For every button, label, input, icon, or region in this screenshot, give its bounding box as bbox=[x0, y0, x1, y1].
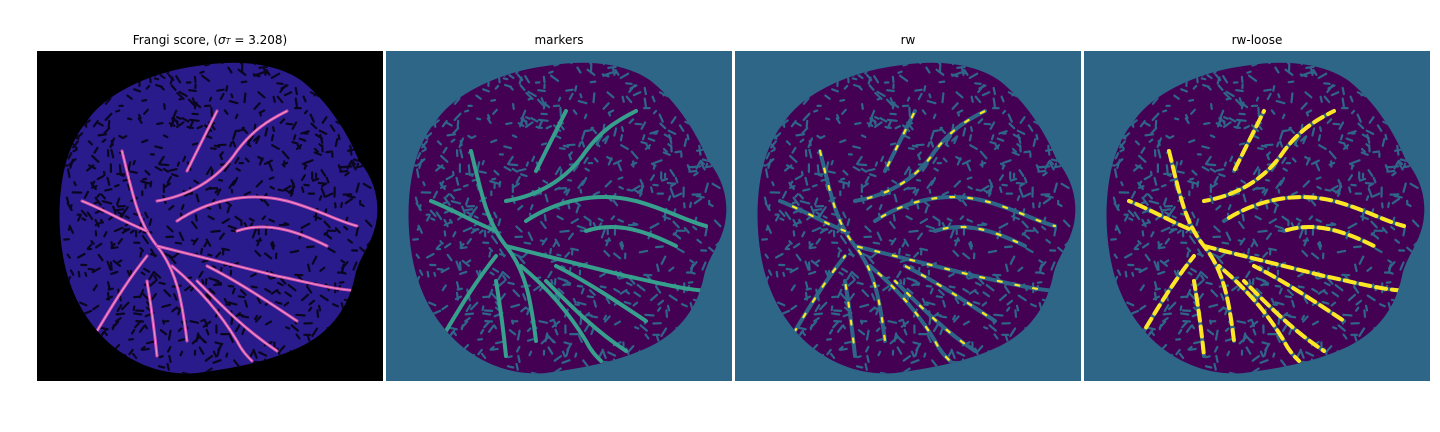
frangi-image bbox=[37, 51, 383, 381]
panel-title-rw: rw bbox=[735, 33, 1081, 47]
frangi-svg bbox=[37, 51, 383, 381]
panel-title-markers: markers bbox=[386, 33, 732, 47]
rw-svg bbox=[735, 51, 1081, 381]
panel-title-rw-loose: rw-loose bbox=[1084, 33, 1430, 47]
rw-image bbox=[735, 51, 1081, 381]
markers-image bbox=[386, 51, 732, 381]
rw-loose-svg bbox=[1084, 51, 1430, 381]
rw-loose-image bbox=[1084, 51, 1430, 381]
markers-svg bbox=[386, 51, 732, 381]
panel-title-frangi: Frangi score, (σT = 3.208) bbox=[37, 33, 383, 47]
